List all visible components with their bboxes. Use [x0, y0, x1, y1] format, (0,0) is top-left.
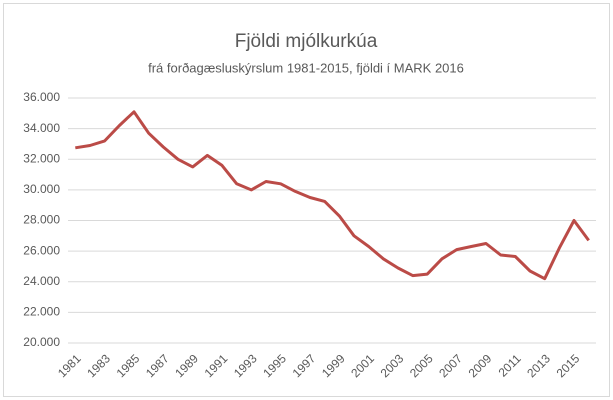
chart-subtitle: frá forðagæsluskýrslum 1981-2015, fjöldi…: [148, 60, 464, 75]
y-tick-label: 28.000: [23, 213, 60, 227]
y-tick-label: 22.000: [23, 305, 60, 319]
chart-border: [3, 3, 610, 397]
y-tick-label: 26.000: [23, 243, 60, 257]
data-line: [75, 110, 590, 281]
y-tick-label: 32.000: [23, 151, 60, 165]
y-tick-label: 24.000: [23, 274, 60, 288]
y-tick-label: 20.000: [23, 335, 60, 349]
chart-title: Fjöldi mjólkurkúa: [235, 31, 378, 52]
y-tick-label: 36.000: [23, 90, 60, 104]
y-tick-label: 34.000: [23, 121, 60, 135]
y-tick-label: 30.000: [23, 182, 60, 196]
